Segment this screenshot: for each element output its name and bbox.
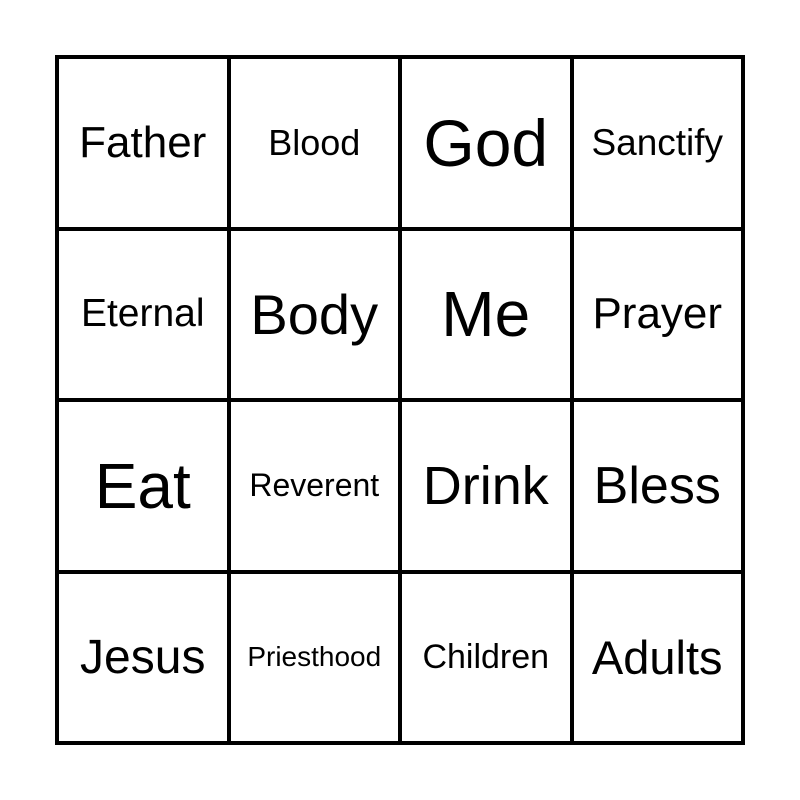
bingo-cell[interactable]: Drink	[402, 402, 570, 570]
bingo-card: Father Blood God Sanctify Eternal Body Me Praye…	[55, 55, 745, 745]
bingo-cell[interactable]: Father	[59, 59, 227, 227]
bingo-cell[interactable]: Sanctify	[573, 59, 741, 227]
bingo-cell[interactable]: Prayer	[573, 230, 741, 398]
bingo-cell[interactable]: Adults	[573, 573, 741, 741]
bingo-cell[interactable]: Bless	[573, 402, 741, 570]
bingo-cell[interactable]: Children	[402, 573, 570, 741]
bingo-cell[interactable]: Priesthood	[230, 573, 398, 741]
bingo-cell[interactable]: Eternal	[59, 230, 227, 398]
bingo-cell[interactable]: God	[402, 59, 570, 227]
bingo-cell[interactable]: Me	[402, 230, 570, 398]
bingo-cell[interactable]: Blood	[230, 59, 398, 227]
bingo-cell[interactable]: Body	[230, 230, 398, 398]
bingo-cell[interactable]: Eat	[59, 402, 227, 570]
bingo-cell[interactable]: Reverent	[230, 402, 398, 570]
bingo-cell[interactable]: Jesus	[59, 573, 227, 741]
